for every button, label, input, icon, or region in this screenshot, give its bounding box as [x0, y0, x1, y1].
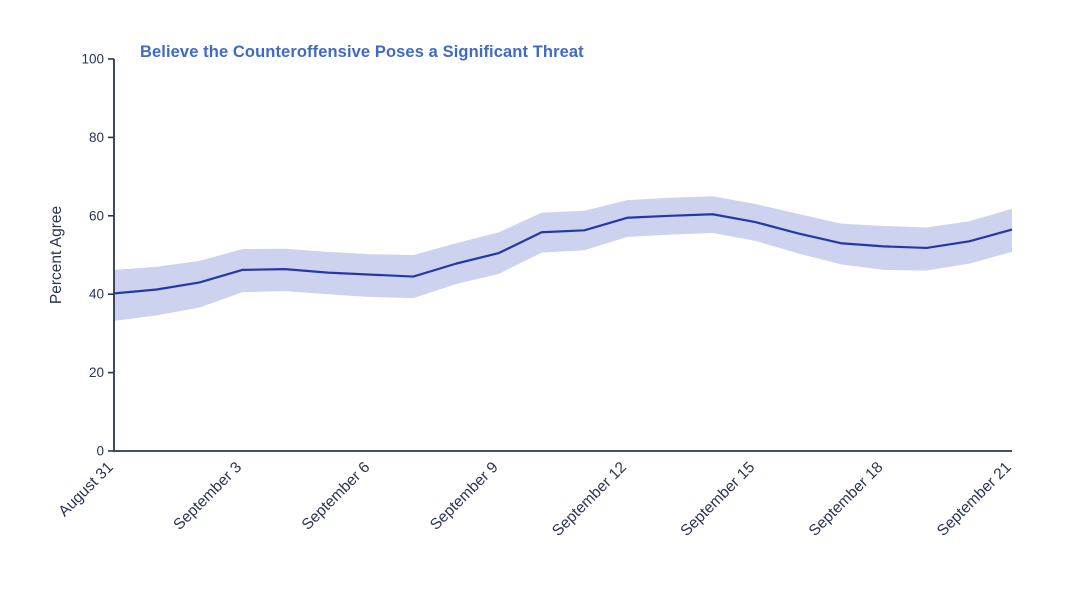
x-tick-label: September 12	[549, 459, 630, 540]
data-line	[113, 213, 1013, 295]
x-tick-label: September 3	[170, 459, 245, 534]
x-tick-label: September 15	[677, 459, 758, 540]
y-tick-label: 40	[89, 287, 104, 302]
y-tick-label: 60	[89, 208, 104, 223]
x-tick-label: August 31	[55, 459, 116, 520]
x-tick-label: September 18	[806, 459, 887, 540]
y-tick-label: 100	[81, 52, 104, 67]
y-axis-title: Percent Agree	[48, 205, 65, 305]
y-tick-label: 20	[89, 365, 104, 380]
y-tick-label: 0	[96, 444, 104, 459]
y-tick-label: 80	[89, 130, 104, 145]
x-tick-label: September 21	[934, 459, 1015, 540]
chart-title: Believe the Counteroffensive Poses a Sig…	[140, 43, 584, 61]
x-tick-label: September 9	[427, 459, 502, 534]
confidence-band	[114, 196, 1012, 321]
x-tick-label: September 6	[299, 459, 374, 534]
